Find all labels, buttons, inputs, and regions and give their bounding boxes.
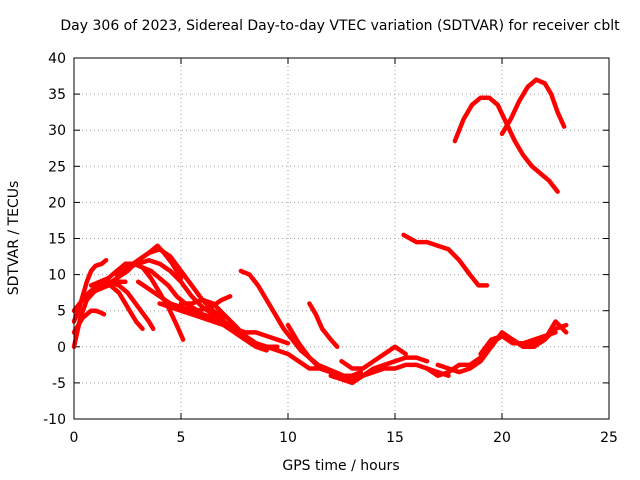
y-axis-label: SDTVAR / TECUs bbox=[6, 181, 22, 296]
series-line-arc-12 bbox=[157, 301, 269, 353]
data-series bbox=[71, 77, 569, 386]
series-line-arc-02 bbox=[71, 308, 107, 335]
series-line-arc-10 bbox=[125, 257, 291, 346]
series-line-arc-03 bbox=[71, 257, 109, 324]
series-line-arc-16 bbox=[307, 301, 340, 350]
y-tick-label: 15 bbox=[48, 232, 66, 248]
series-line-arc-13 bbox=[178, 297, 334, 375]
series-line-arc-18 bbox=[339, 344, 408, 371]
y-tick-label: 20 bbox=[48, 195, 66, 211]
y-tick-label: 0 bbox=[57, 340, 66, 356]
y-tick-label: 35 bbox=[48, 87, 66, 103]
y-tick-label: 30 bbox=[48, 123, 66, 139]
y-tick-label: 25 bbox=[48, 159, 66, 175]
series-line-arc-19 bbox=[349, 355, 430, 382]
series-line-arc-23 bbox=[478, 330, 558, 357]
series-line-arc-20 bbox=[401, 232, 490, 288]
y-tick-label: -10 bbox=[43, 412, 66, 428]
x-tick-label: 0 bbox=[70, 430, 79, 446]
y-tick-label: 5 bbox=[57, 304, 66, 320]
x-tick-label: 15 bbox=[386, 430, 404, 446]
series-line-arc-22 bbox=[435, 319, 569, 375]
chart-title: Day 306 of 2023, Sidereal Day-to-day VTE… bbox=[60, 18, 620, 34]
series-line-arc-24 bbox=[452, 95, 560, 194]
axis-ticks: -10 -5 0 5 10 15 20 25 30 35 40 0 5 10 15 20 25 bbox=[43, 51, 618, 446]
y-tick-label: -5 bbox=[52, 376, 66, 392]
x-tick-label: 25 bbox=[600, 430, 618, 446]
x-axis-label: GPS time / hours bbox=[282, 458, 399, 474]
series-line-arc-25 bbox=[499, 77, 567, 137]
y-tick-label: 40 bbox=[48, 51, 66, 67]
plot-frame bbox=[73, 57, 610, 420]
series-line-arc-05 bbox=[82, 279, 156, 332]
x-tick-label: 20 bbox=[493, 430, 511, 446]
y-tick-label: 10 bbox=[48, 268, 66, 284]
series-line-arc-15 bbox=[285, 322, 355, 382]
x-tick-label: 5 bbox=[177, 430, 186, 446]
x-tick-label: 10 bbox=[279, 430, 297, 446]
grid-lines bbox=[74, 58, 609, 419]
